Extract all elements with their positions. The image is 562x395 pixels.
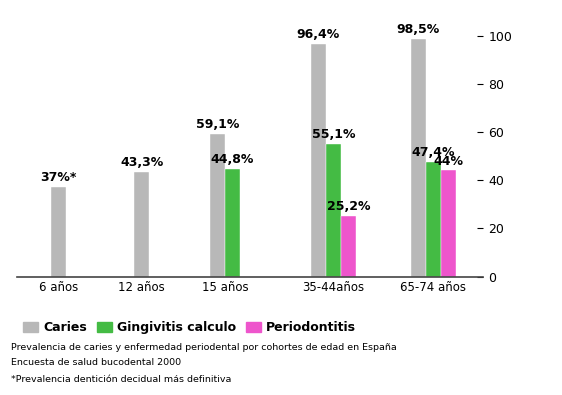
Bar: [426, 162, 441, 276]
Text: *Prevalencia dentición decidual más definitiva: *Prevalencia dentición decidual más defi…: [11, 375, 232, 384]
Text: 55,1%: 55,1%: [312, 128, 355, 141]
Bar: [210, 134, 225, 276]
Text: 98,5%: 98,5%: [397, 23, 440, 36]
Text: 44,8%: 44,8%: [211, 152, 254, 166]
Bar: [441, 171, 456, 276]
Bar: [311, 44, 326, 276]
Text: 43,3%: 43,3%: [120, 156, 164, 169]
Bar: [341, 216, 356, 276]
Text: Prevalencia de caries y enfermedad periodental por cohortes de edad en España: Prevalencia de caries y enfermedad perio…: [11, 342, 397, 352]
Text: 25,2%: 25,2%: [327, 200, 370, 213]
Text: 59,1%: 59,1%: [196, 118, 239, 131]
Bar: [225, 169, 240, 276]
Text: Encuesta de salud bucodental 2000: Encuesta de salud bucodental 2000: [11, 358, 182, 367]
Bar: [326, 144, 341, 276]
Text: 47,4%: 47,4%: [411, 147, 455, 160]
Bar: [134, 172, 149, 276]
Text: 37%*: 37%*: [40, 171, 76, 184]
Text: 44%: 44%: [433, 154, 463, 167]
Text: 96,4%: 96,4%: [297, 28, 340, 41]
Legend: Caries, Gingivitis calculo, Periodontitis: Caries, Gingivitis calculo, Periodontiti…: [19, 316, 361, 339]
Bar: [51, 187, 66, 276]
Bar: [411, 39, 426, 276]
